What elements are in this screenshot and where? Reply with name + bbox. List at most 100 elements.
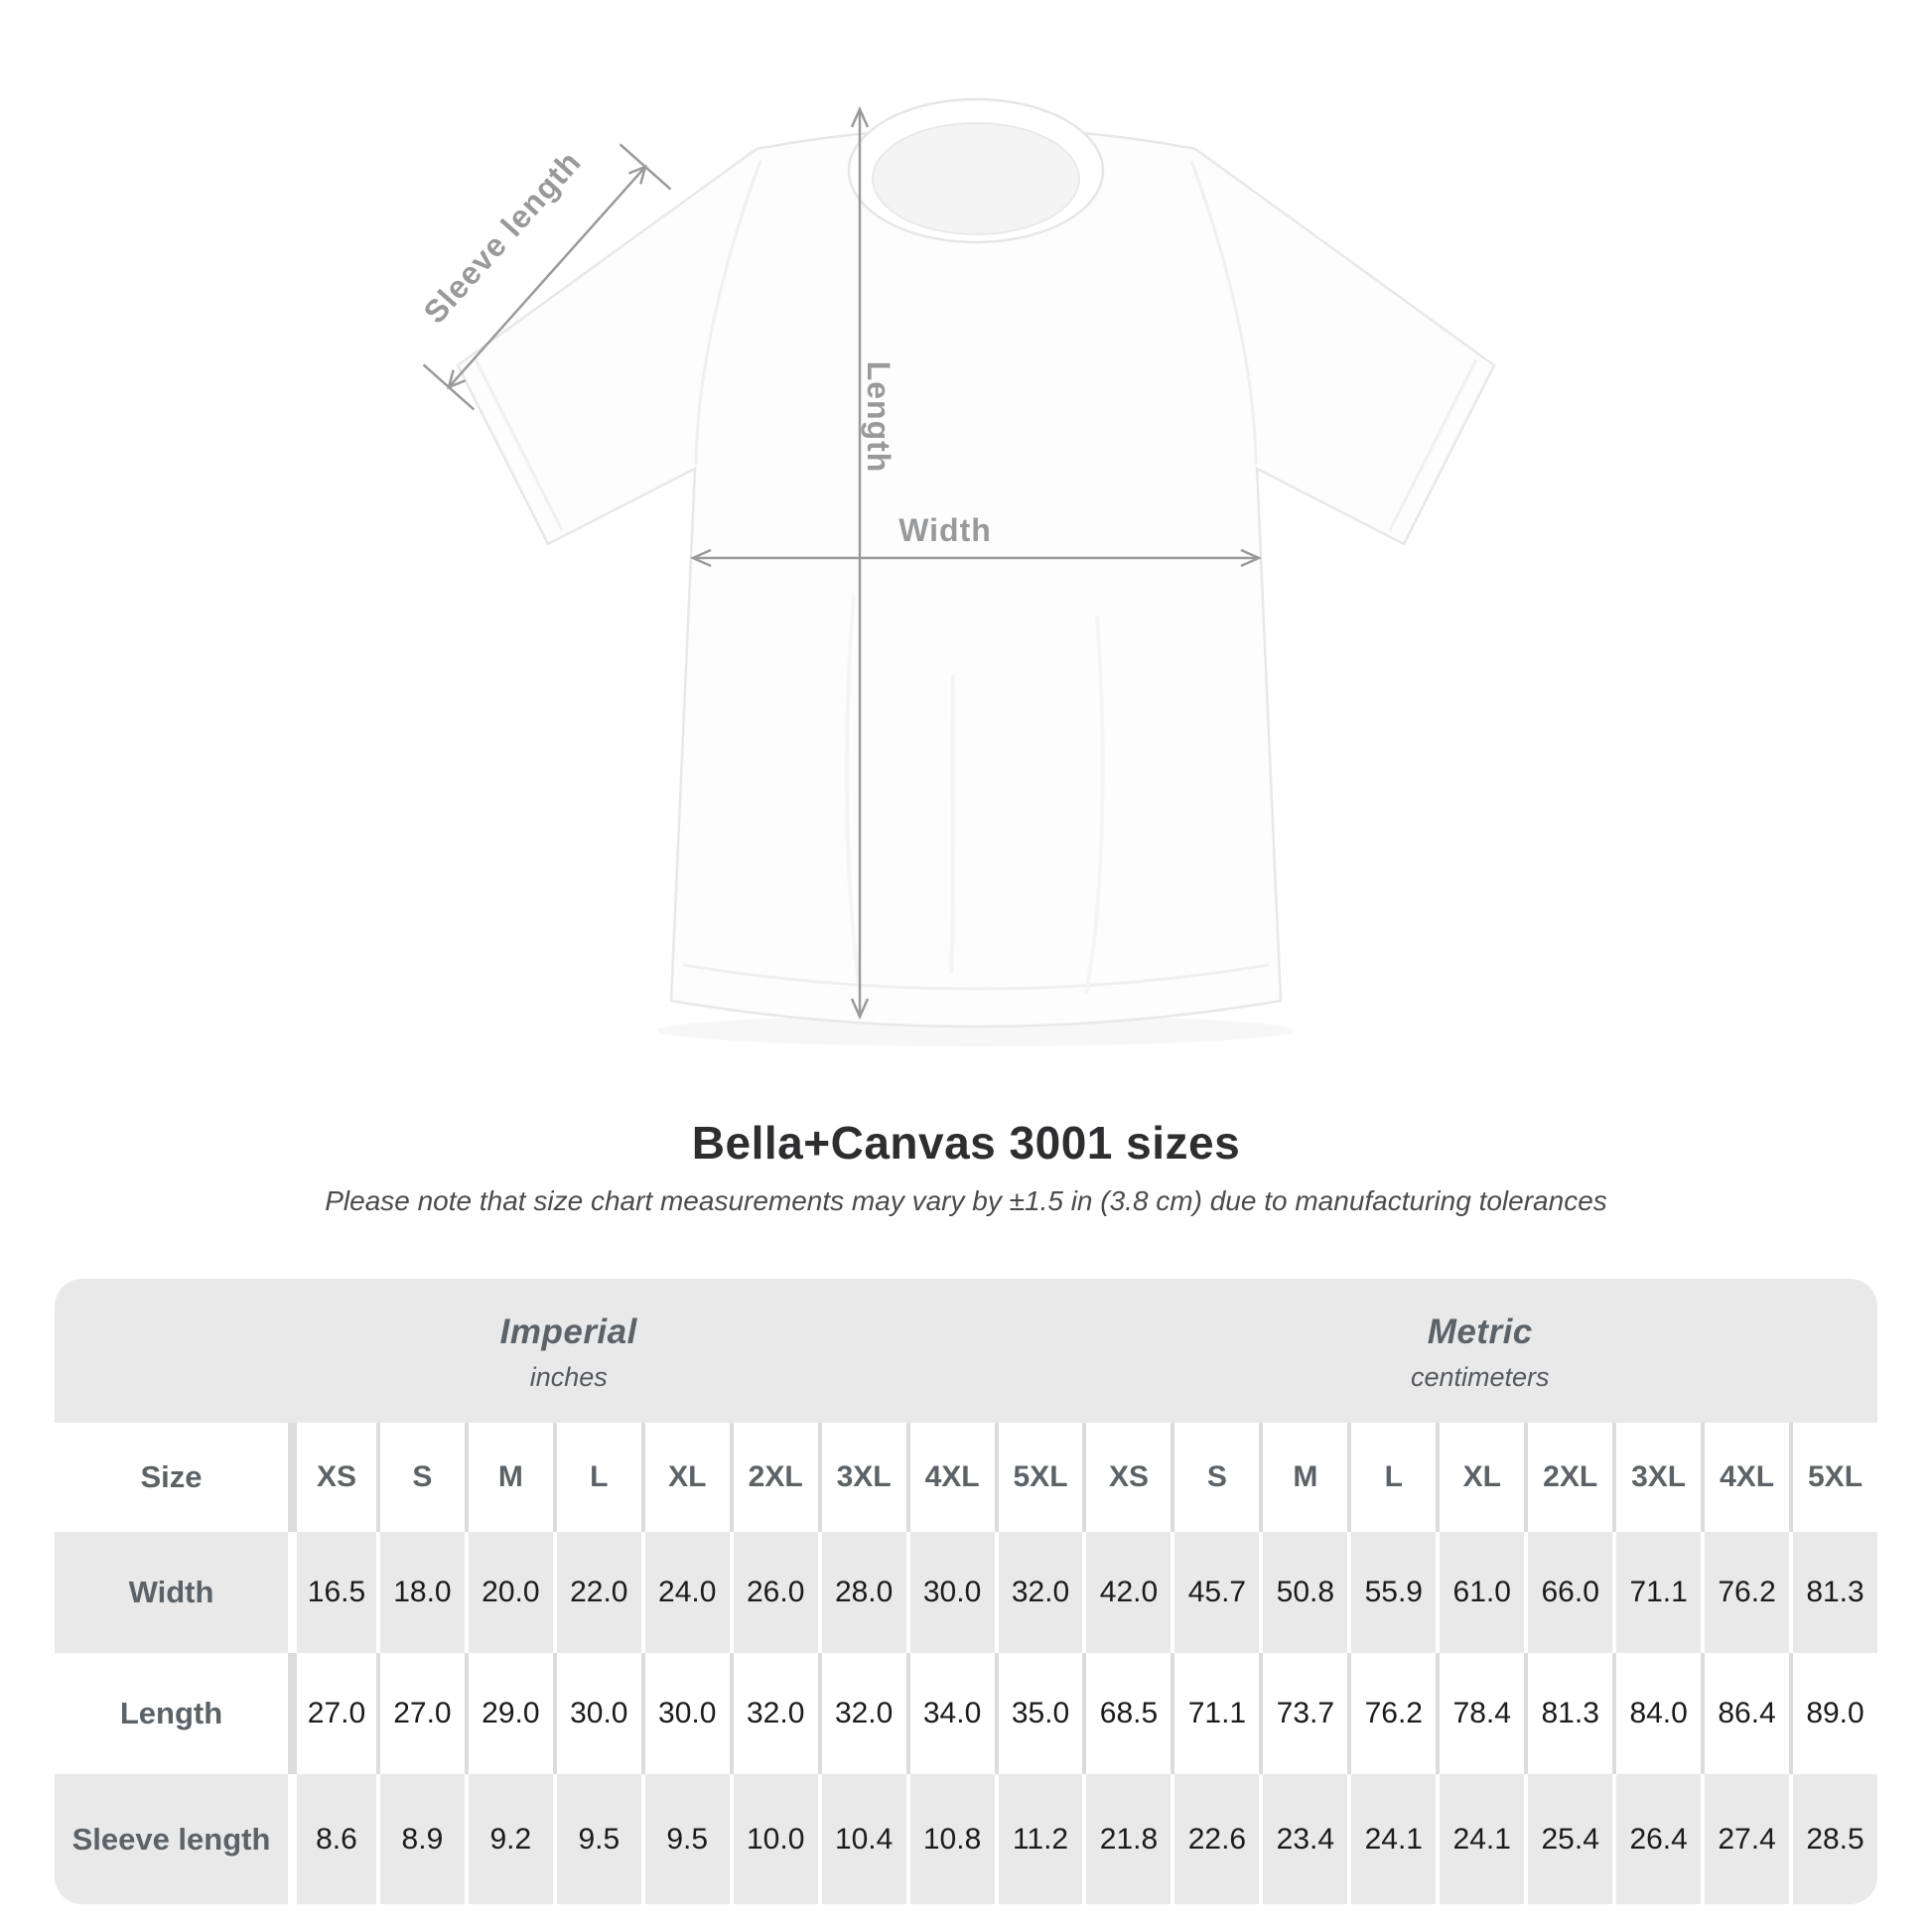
size-value-cell: 34.0 xyxy=(905,1653,995,1774)
size-value-cell: 78.4 xyxy=(1436,1653,1525,1774)
size-column-header: XS xyxy=(288,1423,376,1532)
size-value-cell: 22.0 xyxy=(552,1532,641,1653)
left-armhole-seam xyxy=(694,160,762,466)
size-value-cell: 89.0 xyxy=(1789,1653,1877,1774)
size-column-header: S xyxy=(1171,1423,1260,1532)
size-value-cell: 71.1 xyxy=(1612,1532,1702,1653)
size-column-header: XS xyxy=(1082,1423,1172,1532)
size-value-cell: 24.1 xyxy=(1347,1774,1437,1904)
size-value-cell: 27.0 xyxy=(375,1653,465,1774)
unit-group-unit: inches xyxy=(529,1362,608,1392)
unit-group-metric: Metric centimeters xyxy=(1083,1279,1877,1423)
size-value-cell: 81.3 xyxy=(1789,1532,1877,1653)
size-value-cell: 18.0 xyxy=(375,1532,465,1653)
length-arrow xyxy=(850,105,870,1021)
size-column-header: 4XL xyxy=(1701,1423,1790,1532)
collar-inner xyxy=(872,122,1080,235)
size-value-cell: 8.6 xyxy=(288,1774,376,1904)
size-column-header: 3XL xyxy=(817,1423,906,1532)
size-column-header: 3XL xyxy=(1612,1423,1702,1532)
size-value-cell: 35.0 xyxy=(994,1653,1083,1774)
page-subtitle: Please note that size chart measurements… xyxy=(325,1185,1607,1216)
sleeve-length-arrow xyxy=(422,143,672,411)
size-value-cell: 10.4 xyxy=(817,1774,906,1904)
size-value-cell: 16.5 xyxy=(288,1532,376,1653)
size-value-cell: 76.2 xyxy=(1347,1653,1437,1774)
size-column-header: XL xyxy=(1436,1423,1525,1532)
size-value-cell: 32.0 xyxy=(729,1653,818,1774)
size-column-header: XL xyxy=(640,1423,730,1532)
size-value-cell: 21.8 xyxy=(1082,1774,1172,1904)
size-value-cell: 24.1 xyxy=(1436,1774,1525,1904)
size-value-cell: 73.7 xyxy=(1259,1653,1348,1774)
tshirt-diagram: Length Width Sleeve length xyxy=(416,97,1496,1046)
wrinkle xyxy=(1084,615,1105,994)
size-column-header: 4XL xyxy=(905,1423,995,1532)
length-label: Length xyxy=(861,361,897,474)
unit-band: Imperial inches Metric centimeters xyxy=(55,1279,1877,1423)
size-value-cell: 30.0 xyxy=(640,1653,730,1774)
row-label: Length xyxy=(55,1653,288,1774)
size-value-cell: 50.8 xyxy=(1259,1532,1348,1653)
size-value-cell: 26.4 xyxy=(1612,1774,1702,1904)
size-value-cell: 86.4 xyxy=(1701,1653,1790,1774)
size-value-cell: 27.4 xyxy=(1701,1774,1790,1904)
size-value-cell: 42.0 xyxy=(1082,1532,1172,1653)
right-armhole-seam xyxy=(1189,160,1258,466)
size-corner-header: Size xyxy=(55,1423,288,1532)
width-arrow xyxy=(689,548,1263,568)
page-title: Bella+Canvas 3001 sizes xyxy=(691,1117,1241,1169)
size-column-header: L xyxy=(552,1423,641,1532)
size-value-cell: 23.4 xyxy=(1259,1774,1348,1904)
width-label: Width xyxy=(898,512,992,548)
wrinkle xyxy=(844,595,862,989)
hem-seam xyxy=(682,963,1270,991)
size-value-cell: 10.8 xyxy=(905,1774,995,1904)
size-column-header: S xyxy=(375,1423,465,1532)
size-value-cell: 27.0 xyxy=(288,1653,376,1774)
size-value-cell: 11.2 xyxy=(994,1774,1083,1904)
size-value-cell: 84.0 xyxy=(1612,1653,1702,1774)
size-value-cell: 10.0 xyxy=(729,1774,818,1904)
tshirt-shape xyxy=(456,126,1496,1029)
left-cuff-seam xyxy=(474,358,564,531)
size-value-cell: 29.0 xyxy=(464,1653,553,1774)
size-column-header: M xyxy=(464,1423,553,1532)
wrinkle xyxy=(949,674,955,974)
row-label: Width xyxy=(55,1532,288,1653)
size-value-cell: 20.0 xyxy=(464,1532,553,1653)
size-value-cell: 28.5 xyxy=(1789,1774,1877,1904)
size-column-header: L xyxy=(1347,1423,1437,1532)
size-value-cell: 9.5 xyxy=(552,1774,641,1904)
unit-group-imperial: Imperial inches xyxy=(55,1279,1083,1423)
size-value-cell: 66.0 xyxy=(1524,1532,1613,1653)
size-value-cell: 81.3 xyxy=(1524,1653,1613,1774)
size-column-header: 2XL xyxy=(1524,1423,1613,1532)
size-value-cell: 26.0 xyxy=(729,1532,818,1653)
size-value-cell: 55.9 xyxy=(1347,1532,1437,1653)
size-value-cell: 28.0 xyxy=(817,1532,906,1653)
unit-group-name: Metric xyxy=(1427,1312,1533,1351)
size-table-grid: Size XS S M L XL 2XL 3XL 4XL 5XL XS S M L XL 2XL 3XL 4XL 5… xyxy=(55,1423,1877,1904)
size-value-cell: 24.0 xyxy=(640,1532,730,1653)
unit-group-unit: centimeters xyxy=(1410,1362,1550,1392)
size-value-cell: 32.0 xyxy=(994,1532,1083,1653)
size-value-cell: 32.0 xyxy=(817,1653,906,1774)
size-value-cell: 30.0 xyxy=(552,1653,641,1774)
right-cuff-seam xyxy=(1388,358,1478,531)
size-column-header: 5XL xyxy=(994,1423,1083,1532)
size-value-cell: 25.4 xyxy=(1524,1774,1613,1904)
shirt-shadow xyxy=(658,1015,1294,1046)
size-table-card: Imperial inches Metric centimeters Size X… xyxy=(55,1279,1877,1904)
size-value-cell: 71.1 xyxy=(1171,1653,1260,1774)
size-value-cell: 9.2 xyxy=(464,1774,553,1904)
size-value-cell: 68.5 xyxy=(1082,1653,1172,1774)
size-value-cell: 9.5 xyxy=(640,1774,730,1904)
size-column-header: 2XL xyxy=(729,1423,818,1532)
size-value-cell: 45.7 xyxy=(1171,1532,1260,1653)
size-column-header: 5XL xyxy=(1789,1423,1877,1532)
heading-block: Bella+Canvas 3001 sizes Please note that… xyxy=(0,1116,1932,1217)
size-value-cell: 22.6 xyxy=(1171,1774,1260,1904)
row-label: Sleeve length xyxy=(55,1774,288,1904)
size-value-cell: 61.0 xyxy=(1436,1532,1525,1653)
